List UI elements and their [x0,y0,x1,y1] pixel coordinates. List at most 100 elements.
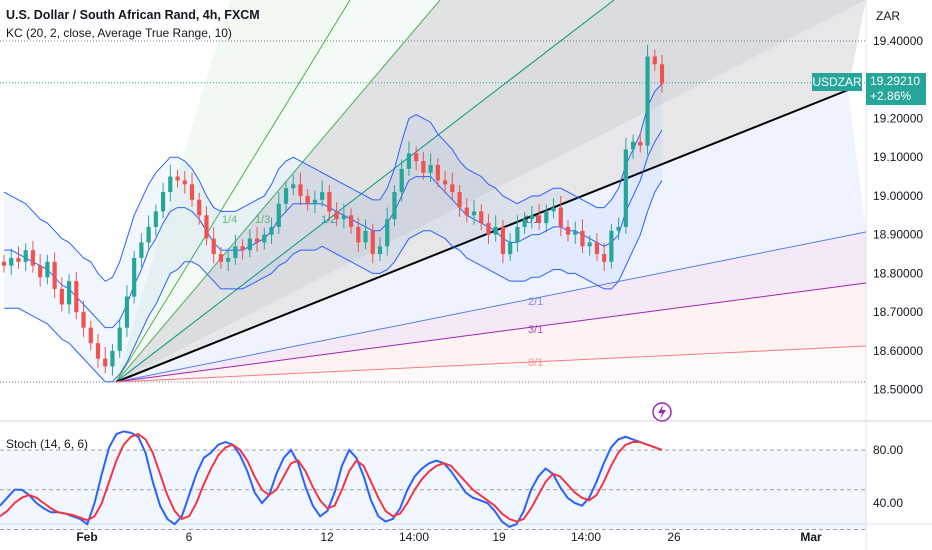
chart-title: U.S. Dollar / South African Rand, 4h, FX… [6,8,260,22]
candle-body [233,246,238,258]
candle-body [558,207,563,227]
x-tick-label: 26 [667,530,681,544]
y-tick-label: 19.00000 [873,189,923,203]
lightning-icon [652,402,672,422]
candle-body [291,184,296,189]
candle-body [457,192,462,208]
y-tick-label: 18.90000 [873,228,923,242]
y-tick-label: 18.70000 [873,305,923,319]
candle-body [638,141,643,146]
candle-body [276,203,281,227]
x-tick-label: Mar [800,530,822,544]
gann-fan-ray [115,89,849,383]
y-tick-label: 18.50000 [873,383,923,397]
y-tick-label: 19.10000 [873,150,923,164]
candle-body [175,176,180,181]
candle-body [479,211,484,224]
candle-body [370,230,375,255]
candle-body [442,180,448,185]
x-tick-label: 19 [492,530,506,544]
gann-fan-label: 1/4 [222,214,237,226]
candle-body [160,192,166,212]
candle-body [103,358,108,367]
gann-fan-label: 8/1 [528,357,543,369]
candle-body [435,164,440,181]
gann-fan-ray [115,282,867,383]
gann-fan-ray [115,0,441,383]
candle-body [659,64,665,84]
candle-body [623,149,628,227]
candle-body [247,238,252,251]
keltner-middle-line [4,129,663,329]
keltner-channel-fill [4,83,662,382]
candle-body [226,257,231,262]
candle-body [645,56,650,146]
candle-body [399,168,404,193]
candle-body [536,215,542,224]
keltner-lower-line [4,180,663,383]
candle-body [124,296,130,328]
candle-body [117,327,122,351]
candle-body [81,312,86,328]
candle-body [59,288,64,305]
gann-fan-ray [115,0,615,383]
candle-body [1,261,7,266]
y-tick-label: 18.80000 [873,266,923,280]
candle-body [652,56,657,65]
x-tick-label: 12 [320,530,334,544]
last-price-tag: 19.29210 +2.86% [866,73,926,105]
gann-fan-ray [115,345,867,383]
candle-body [500,226,506,255]
candle-body [110,350,115,367]
gann-fan-zone [116,0,866,382]
candle-body [74,281,79,313]
candle-body [544,211,549,224]
candle-body [88,327,93,344]
candle-body [211,238,216,255]
candle-body [182,180,187,185]
symbol-price-tag: USDZAR [812,73,862,91]
y-tick-label: 19.40000 [873,34,923,48]
candle-body [515,226,520,243]
candle-body [486,223,491,235]
candle-body [189,184,195,200]
candle-body [348,215,354,227]
stoch-legend[interactable]: Stoch (14, 6, 6) [6,437,89,451]
last-price-value: 19.29210 [870,74,921,88]
candle-body [334,211,339,220]
candle-body [146,226,151,243]
candle-body [471,211,477,216]
candle-body [421,161,426,173]
candle-body [385,219,390,247]
candle-body [602,254,607,262]
gann-fan-zone [116,0,866,382]
candle-body [153,211,158,227]
gann-fan-ray [115,0,351,383]
candle-body [254,238,260,243]
x-tick-label: 6 [186,530,193,544]
candle-body [262,234,267,243]
y-tick-label: 18.60000 [873,344,923,358]
candle-body [392,192,397,220]
candle-body [168,176,173,193]
candle-body [139,242,144,258]
candle-body [406,153,412,169]
candle-body [551,207,556,212]
stoch-d-line [0,432,663,523]
candle-body [508,242,513,255]
x-tick-label: 14:00 [399,530,429,544]
indicator-legend[interactable]: KC (20, 2, close, Average True Range, 10… [6,26,232,40]
stoch-tick-label: 40.00 [873,496,903,510]
candle-body [298,184,303,196]
candle-body [341,215,346,220]
gann-fan-ray [115,231,867,383]
candle-body [327,192,332,212]
candle-body [30,250,36,266]
gann-fan-label: 1/3 [255,214,270,226]
candle-body [218,254,224,262]
candle-body [587,242,592,247]
candle-body [377,246,383,255]
keltner-upper-line [3,83,663,282]
